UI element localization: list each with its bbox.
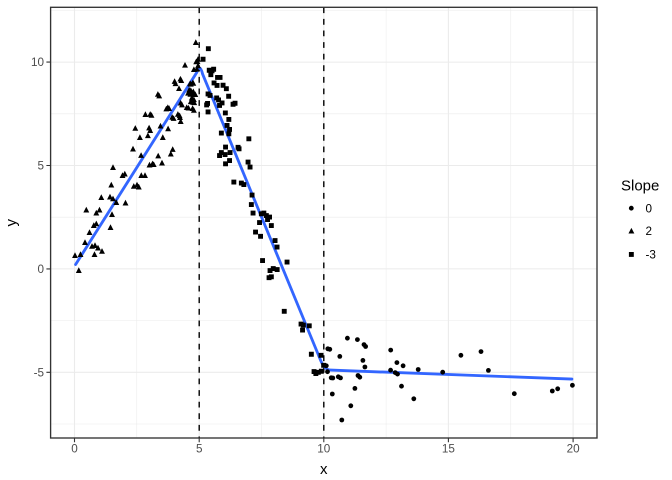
svg-text:y: y	[3, 218, 20, 226]
svg-text:5: 5	[196, 443, 203, 456]
svg-text:0: 0	[37, 263, 44, 276]
svg-text:Slope: Slope	[621, 178, 659, 195]
svg-text:-5: -5	[34, 366, 45, 379]
svg-text:5: 5	[37, 160, 44, 173]
svg-text:20: 20	[567, 443, 581, 456]
svg-text:2: 2	[646, 225, 653, 238]
svg-text:x: x	[320, 461, 328, 478]
svg-text:-3: -3	[646, 249, 656, 262]
svg-text:10: 10	[31, 56, 45, 69]
svg-text:0: 0	[71, 443, 78, 456]
svg-text:0: 0	[646, 202, 653, 215]
svg-text:15: 15	[442, 443, 456, 456]
svg-text:10: 10	[317, 443, 331, 456]
